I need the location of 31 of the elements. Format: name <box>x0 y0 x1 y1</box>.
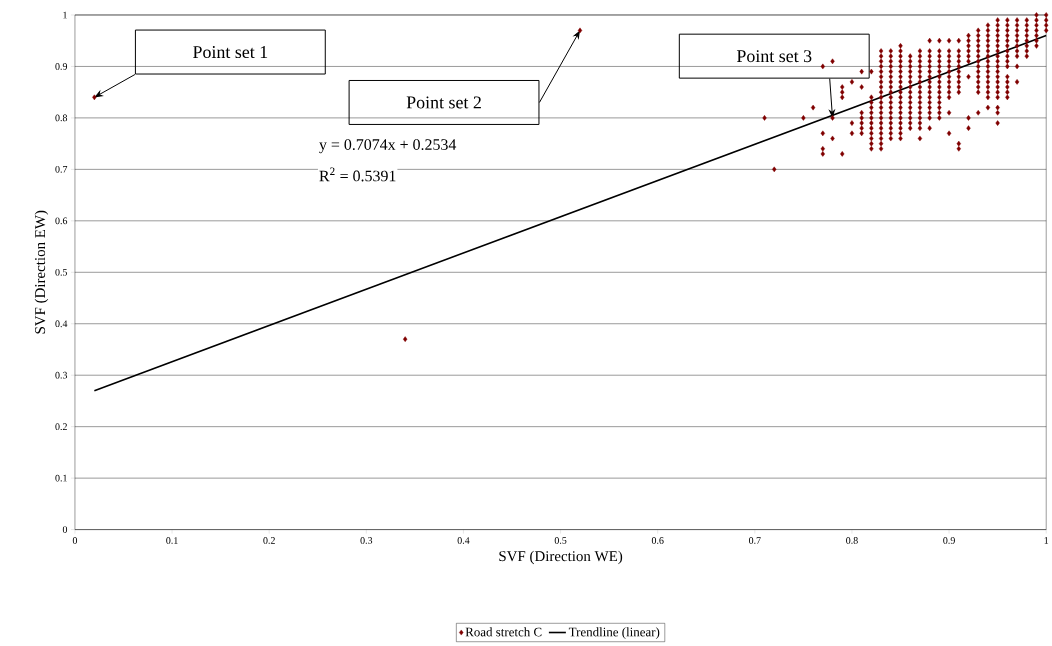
x-tick-label: 1 <box>1044 537 1049 544</box>
x-tick-label: 0.9 <box>943 537 955 545</box>
y-tick-label: 0.3 <box>55 372 68 379</box>
x-tick-label: 0.6 <box>651 537 664 545</box>
x-tick-label: 0.5 <box>554 537 567 545</box>
y-tick-label: 0.4 <box>55 320 68 328</box>
y-tick-label: 1 <box>63 11 67 19</box>
y-tick-label: 0 <box>62 526 68 534</box>
legend-label: Trendline (linear) <box>568 627 660 640</box>
x-tick-label: 0.8 <box>846 537 858 545</box>
annotation: R$^{2}$ = 0.5391 <box>319 167 396 182</box>
x-tick-label: 0 <box>72 537 78 545</box>
annotation: y = 0.7074x + 0.2534 <box>319 139 457 154</box>
y-tick-label: 0.5 <box>55 269 68 276</box>
y-tick-label: 0.2 <box>55 423 67 431</box>
legend-label: Road stretch C <box>465 627 542 637</box>
y-axis-title: SVF (Direction EW) <box>34 210 49 334</box>
y-tick-label: 0.9 <box>55 63 68 71</box>
x-axis-title: SVF (Direction WE) <box>499 550 623 565</box>
x-tick-label: 0.1 <box>166 537 178 545</box>
x-tick-label: 0.2 <box>263 537 275 545</box>
y-tick-label: 0.8 <box>55 114 68 122</box>
y-tick-label: 0.1 <box>55 475 67 482</box>
x-tick-label: 0.4 <box>457 537 470 545</box>
annotation: Point set 3 <box>736 50 812 63</box>
y-tick-label: 0.6 <box>55 217 68 225</box>
x-tick-label: 0.3 <box>360 537 373 545</box>
y-tick-label: 0.7 <box>55 166 68 173</box>
x-tick-label: 0.7 <box>748 537 761 545</box>
annotation: Point set 1 <box>193 46 268 59</box>
annotation: Point set 2 <box>406 96 481 109</box>
